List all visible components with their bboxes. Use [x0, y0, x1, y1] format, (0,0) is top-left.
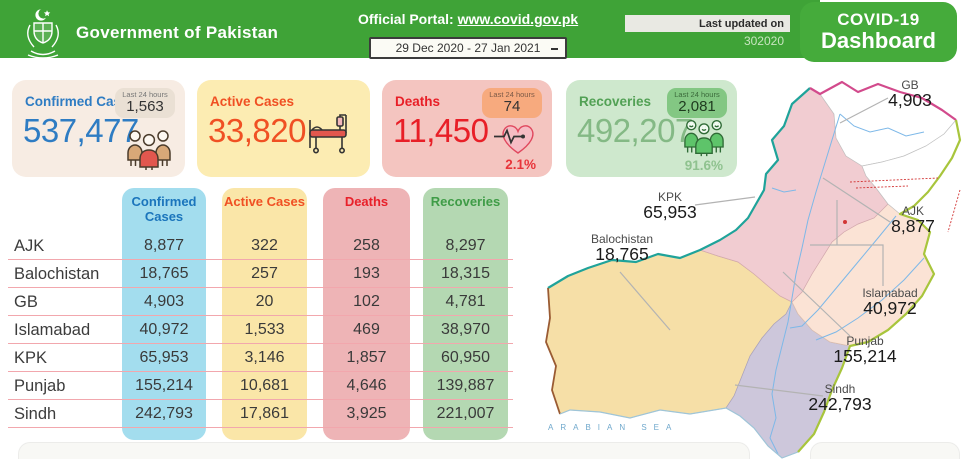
last-24h-badge: Last 24 hours 2,081	[667, 88, 727, 118]
confirmed-total: 537,477	[23, 112, 139, 149]
card-title: Confirmed Cases	[25, 94, 137, 109]
map-label-gb: GB 4,903	[888, 78, 932, 110]
portal-label: Official Portal:	[358, 11, 454, 27]
recovered-people-icon	[684, 119, 724, 157]
table-row-islamabad: Islamabad 40,972 1,533 469 38,970	[8, 316, 513, 344]
dropdown-caret-icon	[551, 48, 558, 50]
recoveries-total: 492,207	[577, 112, 693, 149]
col-header-deaths: Deaths	[344, 194, 389, 209]
card-title: Deaths	[395, 94, 441, 109]
date-range-select[interactable]: 29 Dec 2020 - 27 Jan 2021	[369, 37, 567, 59]
card-title: Active Cases	[210, 94, 295, 109]
map-label-kpk: KPK 65,953	[643, 190, 697, 222]
table-row-gb: GB 4,903 20 102 4,781	[8, 288, 513, 316]
table-row-kpk: KPK 65,953 3,146 1,857 60,950	[8, 344, 513, 372]
map-label-balochistan: Balochistan 18,765	[590, 232, 654, 264]
disputed-territory-annotation	[849, 177, 961, 233]
hospital-bed-icon	[309, 114, 347, 154]
dashboard-title-line1: COVID-19	[837, 10, 920, 29]
table-row-sindh: Sindh 242,793 17,861 3,925 221,007	[8, 400, 513, 428]
recoveries-percent: 91.6%	[684, 158, 723, 173]
leader-lines	[619, 97, 891, 397]
active-column-bg	[222, 188, 307, 440]
bottom-panel-stub-right	[810, 442, 960, 459]
pakistan-map-svg	[545, 80, 962, 459]
islamabad-marker	[843, 220, 847, 224]
map-label-ajk: AJK 8,877	[891, 204, 935, 236]
last-24h-badge: Last 24 hours 1,563	[115, 88, 175, 118]
col-header-confirmed: Confirmed Cases	[131, 194, 197, 224]
deaths-total: 11,450	[393, 112, 489, 149]
dashboard-title: COVID-19 Dashboard	[800, 2, 957, 62]
deaths-column-bg	[323, 188, 410, 440]
pakistan-map: GB 4,903 KPK 65,953 AJK 8,877 Balochista…	[540, 70, 967, 459]
recoveries-card: Recoveries 492,207 Last 24 hours 2,081 9…	[566, 80, 737, 177]
deaths-percent: 2.1%	[505, 157, 536, 172]
table-row-ajk: AJK 8,877 322 258 8,297	[8, 232, 513, 260]
card-title: Recoveries	[579, 94, 652, 109]
last-updated-value: 302020	[743, 34, 784, 48]
deaths-card: Deaths 11,450 Last 24 hours 74 2.1%	[382, 80, 552, 177]
table-header-row: Confirmed Cases Active Cases Deaths Reco…	[8, 185, 513, 232]
confirmed-column-bg	[122, 188, 206, 440]
active-cases-card: Active Cases 33,820	[197, 80, 370, 177]
people-icon	[127, 130, 171, 170]
pakistan-emblem-logo	[27, 8, 59, 59]
map-label-punjab: Punjab 155,214	[833, 334, 897, 366]
confirmed-cases-card: Confirmed Cases 537,477 Last 24 hours 1,…	[12, 80, 185, 177]
date-range-value: 29 Dec 2020 - 27 Jan 2021	[395, 41, 541, 55]
gov-name: Government of Pakistan	[76, 23, 279, 42]
dashboard-title-line2: Dashboard	[821, 28, 936, 53]
table-row-balochistan: Balochistan 18,765 257 193 18,315	[8, 260, 513, 288]
map-label-islamabad: Islamabad 40,972	[862, 286, 918, 318]
rivers	[769, 113, 925, 455]
heart-pulse-icon	[494, 125, 534, 154]
region-stats-table: Confirmed Cases Active Cases Deaths Reco…	[8, 185, 513, 443]
map-label-sindh: Sindh 242,793	[808, 382, 872, 414]
arabian-sea-label: ARABIAN SEA	[548, 423, 679, 432]
portal-link[interactable]: www.covid.gov.pk	[457, 11, 579, 27]
col-header-active: Active Cases	[224, 194, 305, 209]
col-header-recoveries: Recoveries	[430, 194, 501, 209]
border-east-yellowgreen	[797, 119, 962, 453]
table-row-punjab: Punjab 155,214 10,681 4,646 139,887	[8, 372, 513, 400]
last-updated-label: Last updated on	[625, 15, 790, 32]
active-total: 33,820	[208, 112, 306, 149]
last-24h-badge: Last 24 hours 74	[482, 88, 542, 118]
official-portal: Official Portal: www.covid.gov.pk	[358, 11, 578, 27]
border-iran-brown	[545, 287, 561, 415]
recoveries-column-bg	[423, 188, 508, 440]
bottom-panel-stub-left	[18, 442, 750, 459]
coastline	[559, 407, 799, 459]
border-north-magenta	[809, 80, 957, 121]
border-afghan-teal	[547, 87, 811, 289]
